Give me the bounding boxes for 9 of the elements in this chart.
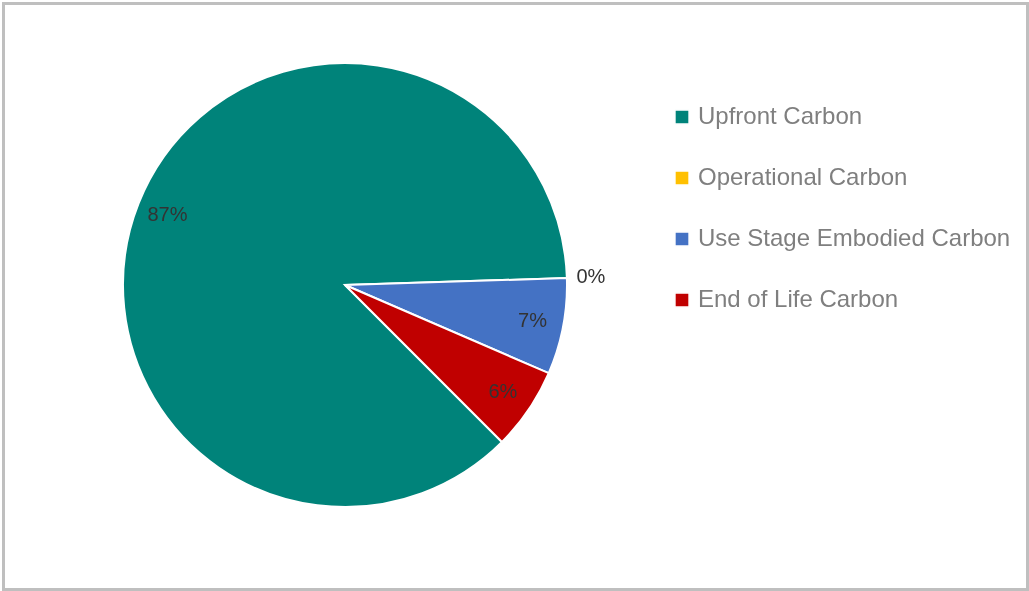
- data-label: 6%: [488, 380, 518, 403]
- pie-slice: [122, 62, 568, 508]
- data-label: 7%: [518, 308, 548, 331]
- data-label: 87%: [147, 202, 188, 225]
- text: 0%: [576, 265, 606, 288]
- legend-label: Upfront Carbon: [698, 102, 863, 129]
- legend-label: Use Stage Embodied Carbon: [698, 224, 1011, 251]
- legend-label: Operational Carbon: [698, 163, 908, 190]
- legend-label: End of Life Carbon: [698, 285, 899, 312]
